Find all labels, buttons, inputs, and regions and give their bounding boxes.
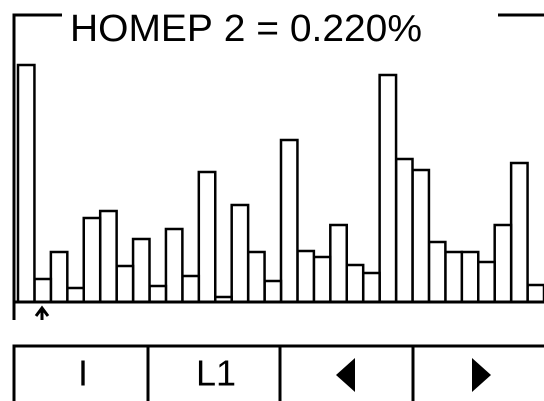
bar bbox=[493, 223, 513, 304]
bar bbox=[263, 279, 283, 304]
bar bbox=[33, 277, 53, 304]
bar bbox=[361, 271, 381, 304]
bar bbox=[509, 161, 529, 304]
bar bbox=[230, 203, 250, 304]
bar bbox=[345, 263, 365, 304]
bar bbox=[49, 250, 69, 304]
bar bbox=[98, 209, 118, 304]
bar bbox=[115, 264, 135, 304]
cursor-head bbox=[34, 305, 50, 317]
bar bbox=[312, 255, 332, 304]
bar bbox=[296, 249, 316, 304]
screen-title: НОМЕР 2 = 0.220% bbox=[70, 8, 422, 50]
bar bbox=[329, 223, 348, 304]
frame bbox=[12, 13, 544, 401]
bar bbox=[16, 63, 36, 304]
bar bbox=[82, 216, 102, 304]
bar bbox=[197, 170, 217, 304]
bar bbox=[477, 260, 496, 304]
right-arrow-button[interactable] bbox=[472, 358, 491, 392]
bar bbox=[246, 250, 266, 304]
bar bbox=[526, 283, 544, 304]
bar bbox=[148, 284, 168, 304]
bar bbox=[181, 274, 201, 304]
buttons: I L1 bbox=[78, 353, 491, 394]
bar bbox=[444, 250, 464, 304]
button-label[interactable]: I bbox=[78, 353, 88, 394]
bar bbox=[279, 138, 299, 304]
bar bbox=[460, 250, 480, 304]
bar bbox=[427, 240, 447, 304]
frame-left bbox=[12, 13, 62, 320]
left-arrow-button[interactable] bbox=[336, 358, 355, 392]
button-bar bbox=[12, 344, 544, 401]
bar bbox=[164, 227, 184, 304]
bar bbox=[411, 168, 431, 304]
bar bbox=[131, 237, 151, 304]
button-label[interactable]: L1 bbox=[196, 353, 236, 394]
bar bbox=[378, 73, 398, 304]
bar bbox=[66, 286, 85, 304]
bar bbox=[394, 157, 414, 304]
